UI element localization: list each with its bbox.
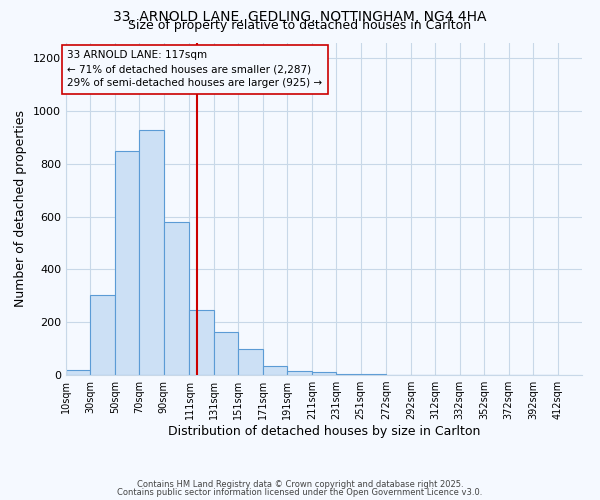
Bar — [214, 332, 238, 375]
X-axis label: Distribution of detached houses by size in Carlton: Distribution of detached houses by size … — [168, 425, 480, 438]
Text: 33 ARNOLD LANE: 117sqm
← 71% of detached houses are smaller (2,287)
29% of semi-: 33 ARNOLD LANE: 117sqm ← 71% of detached… — [67, 50, 322, 88]
Bar — [164, 222, 190, 375]
Bar — [190, 310, 214, 375]
Bar — [139, 130, 164, 375]
Text: Contains public sector information licensed under the Open Government Licence v3: Contains public sector information licen… — [118, 488, 482, 497]
Bar — [263, 366, 287, 375]
Bar — [287, 371, 312, 375]
Y-axis label: Number of detached properties: Number of detached properties — [14, 110, 28, 307]
Bar — [361, 374, 386, 375]
Bar — [336, 374, 361, 375]
Bar — [115, 151, 139, 375]
Text: 33, ARNOLD LANE, GEDLING, NOTTINGHAM, NG4 4HA: 33, ARNOLD LANE, GEDLING, NOTTINGHAM, NG… — [113, 10, 487, 24]
Bar — [312, 372, 336, 375]
Bar — [66, 370, 91, 375]
Bar — [91, 294, 115, 375]
Bar — [238, 348, 263, 375]
Text: Contains HM Land Registry data © Crown copyright and database right 2025.: Contains HM Land Registry data © Crown c… — [137, 480, 463, 489]
Text: Size of property relative to detached houses in Carlton: Size of property relative to detached ho… — [128, 19, 472, 32]
